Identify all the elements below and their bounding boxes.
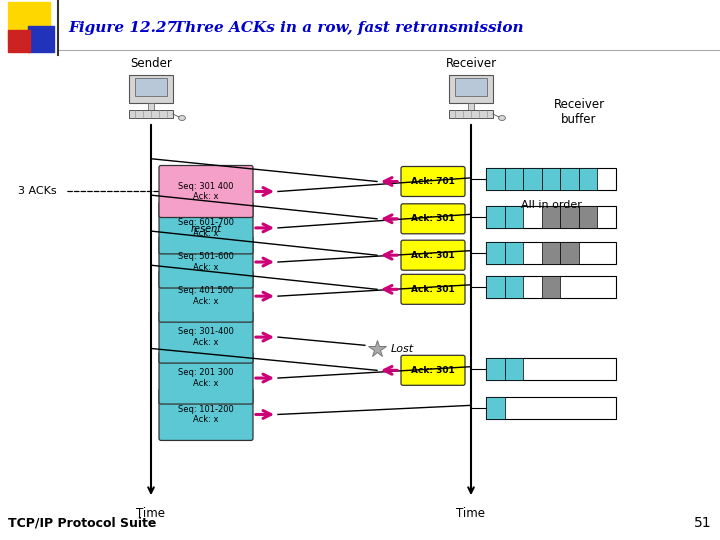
Text: Ack: 301: Ack: 301 bbox=[411, 285, 455, 294]
Bar bbox=[28, 26, 54, 52]
Text: All in order: All in order bbox=[521, 200, 582, 210]
Ellipse shape bbox=[179, 116, 186, 120]
Text: Sender: Sender bbox=[130, 57, 172, 70]
Bar bbox=[455, 78, 487, 96]
Bar bbox=[449, 75, 493, 103]
Bar bbox=[505, 276, 523, 298]
Bar bbox=[486, 168, 505, 190]
Bar bbox=[129, 75, 173, 103]
Bar bbox=[486, 358, 505, 380]
Bar bbox=[579, 206, 598, 227]
FancyBboxPatch shape bbox=[159, 388, 253, 441]
Bar bbox=[148, 103, 154, 110]
Bar bbox=[541, 168, 560, 190]
Bar bbox=[579, 168, 598, 190]
Bar bbox=[505, 358, 523, 380]
Bar bbox=[486, 276, 616, 298]
FancyBboxPatch shape bbox=[401, 355, 465, 386]
Text: Receiver: Receiver bbox=[446, 57, 497, 70]
Text: Seq: 501-600
Ack: x: Seq: 501-600 Ack: x bbox=[178, 252, 234, 272]
Bar bbox=[129, 110, 173, 118]
FancyBboxPatch shape bbox=[159, 165, 253, 218]
FancyBboxPatch shape bbox=[159, 352, 253, 404]
FancyBboxPatch shape bbox=[401, 166, 465, 197]
Bar bbox=[135, 78, 167, 96]
Text: Seq: 301 400
Ack: x: Seq: 301 400 Ack: x bbox=[179, 182, 234, 201]
Text: 51: 51 bbox=[694, 516, 712, 530]
Text: Ack: 701: Ack: 701 bbox=[411, 177, 455, 186]
Bar bbox=[8, 30, 30, 52]
Text: Seq: 601-700
Ack: x: Seq: 601-700 Ack: x bbox=[178, 218, 234, 238]
Bar bbox=[560, 242, 579, 264]
Bar bbox=[486, 242, 616, 264]
Text: Ack: 301: Ack: 301 bbox=[411, 366, 455, 375]
Bar bbox=[560, 168, 579, 190]
Text: Time: Time bbox=[137, 507, 166, 520]
Text: TCP/IP Protocol Suite: TCP/IP Protocol Suite bbox=[8, 517, 156, 530]
Text: Seq: 101-200
Ack: x: Seq: 101-200 Ack: x bbox=[178, 405, 234, 424]
Text: Three ACKs in a row, fast retransmission: Three ACKs in a row, fast retransmission bbox=[158, 21, 523, 35]
Text: Receiver
buffer: Receiver buffer bbox=[554, 98, 605, 126]
Bar bbox=[560, 206, 579, 227]
Text: resent: resent bbox=[190, 224, 222, 233]
Bar bbox=[486, 396, 616, 419]
FancyBboxPatch shape bbox=[159, 236, 253, 288]
Bar bbox=[486, 242, 505, 264]
Bar bbox=[486, 206, 616, 227]
FancyBboxPatch shape bbox=[401, 204, 465, 234]
Text: 3 ACKs: 3 ACKs bbox=[18, 186, 57, 197]
FancyBboxPatch shape bbox=[159, 202, 253, 254]
Text: Ack: 301: Ack: 301 bbox=[411, 214, 455, 224]
Bar bbox=[541, 276, 560, 298]
Bar bbox=[541, 242, 560, 264]
Bar bbox=[8, 2, 50, 42]
Bar bbox=[505, 168, 523, 190]
Bar bbox=[523, 168, 541, 190]
Bar bbox=[541, 206, 560, 227]
Bar bbox=[486, 396, 505, 419]
Text: Time: Time bbox=[456, 507, 485, 520]
Bar bbox=[486, 276, 505, 298]
Bar bbox=[486, 358, 616, 380]
Text: Figure 12.27: Figure 12.27 bbox=[68, 21, 177, 35]
Bar bbox=[468, 103, 474, 110]
Text: Ack: 301: Ack: 301 bbox=[411, 251, 455, 260]
Ellipse shape bbox=[498, 116, 505, 120]
Bar bbox=[449, 110, 493, 118]
Bar bbox=[486, 168, 616, 190]
Bar bbox=[486, 206, 505, 227]
FancyBboxPatch shape bbox=[159, 311, 253, 363]
Text: Seq: 201 300
Ack: x: Seq: 201 300 Ack: x bbox=[179, 368, 234, 388]
Text: Lost: Lost bbox=[391, 345, 414, 354]
Text: Seq: 401 500
Ack: x: Seq: 401 500 Ack: x bbox=[179, 286, 234, 306]
FancyBboxPatch shape bbox=[401, 240, 465, 270]
Bar bbox=[505, 242, 523, 264]
Text: Seq: 301-400
Ack: x: Seq: 301-400 Ack: x bbox=[178, 327, 234, 347]
FancyBboxPatch shape bbox=[401, 274, 465, 305]
FancyBboxPatch shape bbox=[159, 270, 253, 322]
Bar bbox=[505, 206, 523, 227]
